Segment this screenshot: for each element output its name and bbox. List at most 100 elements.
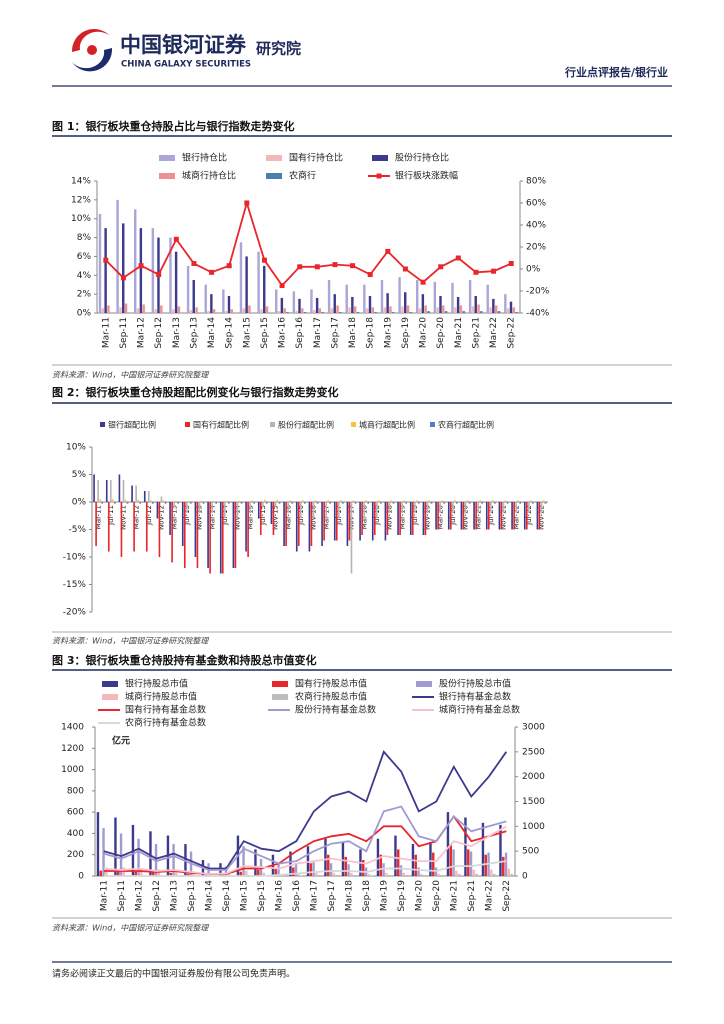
bar bbox=[519, 502, 521, 504]
bar bbox=[309, 863, 312, 876]
bar bbox=[480, 311, 483, 313]
y-tick-label: 14% bbox=[71, 177, 91, 187]
bar bbox=[409, 502, 412, 535]
bar bbox=[104, 228, 107, 313]
bar bbox=[196, 502, 199, 568]
bar bbox=[277, 311, 281, 313]
bar bbox=[120, 502, 123, 557]
legend-swatch bbox=[351, 422, 356, 427]
bar bbox=[399, 865, 403, 876]
y-tick-label: -5% bbox=[68, 525, 86, 535]
x-tick-label: Nov-20 bbox=[462, 505, 470, 530]
bar bbox=[240, 502, 243, 504]
bar bbox=[274, 868, 277, 876]
line-marker bbox=[244, 200, 250, 206]
bar bbox=[362, 860, 365, 876]
x-tick-label: Mar-13 bbox=[172, 317, 182, 348]
x-tick-label: Mar-21 bbox=[449, 880, 459, 911]
bar bbox=[399, 502, 401, 535]
bar bbox=[265, 306, 269, 313]
line-marker bbox=[438, 264, 444, 270]
bar bbox=[351, 296, 354, 313]
bar bbox=[101, 502, 103, 504]
y2-tick-label: 20% bbox=[526, 243, 546, 253]
line-marker bbox=[226, 263, 232, 269]
bar bbox=[190, 502, 192, 504]
bar bbox=[367, 502, 369, 504]
bar bbox=[511, 502, 513, 530]
bar bbox=[435, 502, 437, 530]
bar bbox=[169, 872, 172, 876]
x-tick-label: Mar-15 bbox=[246, 505, 254, 529]
x-tick-label: Mar-12 bbox=[132, 505, 140, 529]
bar bbox=[172, 844, 175, 876]
x-tick-label: Jul-21 bbox=[487, 505, 495, 526]
x-tick-label: Sep-11 bbox=[117, 880, 127, 912]
bar bbox=[515, 502, 517, 513]
x-tick-label: Sep-22 bbox=[507, 317, 517, 349]
y-tick-label: 2% bbox=[77, 290, 92, 300]
bar bbox=[451, 282, 454, 313]
bar bbox=[299, 502, 302, 519]
bar bbox=[124, 499, 127, 502]
y-tick-label: 1200 bbox=[61, 744, 84, 754]
bar bbox=[302, 500, 304, 502]
bar bbox=[147, 491, 150, 502]
bar bbox=[318, 308, 322, 313]
bar bbox=[107, 502, 110, 552]
bar bbox=[368, 296, 372, 313]
bar bbox=[112, 499, 114, 502]
legend-label: 股份行持仓比 bbox=[395, 152, 449, 164]
bar bbox=[464, 502, 467, 513]
bar bbox=[189, 310, 193, 313]
bar bbox=[198, 502, 201, 513]
x-tick-label: Sep-12 bbox=[154, 317, 164, 349]
legend-label: 城商行持有基金总数 bbox=[439, 704, 520, 716]
bar bbox=[405, 502, 407, 504]
bar bbox=[98, 214, 102, 313]
bar bbox=[348, 502, 351, 541]
x-tick-label: Mar-19 bbox=[398, 505, 406, 529]
x-tick-label: Mar-12 bbox=[137, 317, 147, 348]
bar bbox=[188, 500, 190, 502]
line-marker bbox=[332, 262, 338, 268]
bar bbox=[430, 502, 433, 504]
bar bbox=[416, 280, 419, 313]
bar bbox=[171, 502, 173, 563]
line-marker bbox=[455, 255, 461, 261]
bar bbox=[542, 500, 545, 502]
y-tick-label: 0 bbox=[78, 872, 84, 882]
bar bbox=[212, 309, 216, 313]
bar bbox=[371, 502, 374, 541]
bar bbox=[403, 500, 405, 502]
legend-swatch bbox=[159, 155, 175, 161]
bar bbox=[158, 502, 161, 557]
bar bbox=[475, 873, 478, 876]
line-marker bbox=[508, 261, 514, 266]
bar bbox=[277, 864, 280, 876]
bar bbox=[502, 502, 505, 513]
bar bbox=[432, 852, 435, 876]
bar bbox=[502, 856, 505, 876]
bar bbox=[345, 284, 348, 313]
bar bbox=[352, 500, 355, 502]
x-tick-label: Mar-12 bbox=[134, 880, 144, 911]
footer-note: 请务必阅读正文最后的中国银河证券股份有限公司免责声明。 bbox=[52, 968, 295, 980]
bar bbox=[477, 304, 480, 313]
x-tick-label: Sep-20 bbox=[432, 880, 442, 912]
bar bbox=[387, 874, 391, 876]
bar bbox=[492, 298, 495, 313]
bar bbox=[210, 294, 213, 313]
legend-swatch bbox=[185, 422, 190, 427]
bar bbox=[224, 311, 228, 313]
bar bbox=[494, 502, 496, 504]
bar bbox=[156, 502, 159, 519]
legend-swatch bbox=[430, 422, 435, 427]
bar bbox=[489, 307, 492, 313]
bar bbox=[456, 296, 460, 313]
x-tick-label: Mar-16 bbox=[278, 317, 288, 348]
bar bbox=[424, 305, 427, 313]
bar bbox=[303, 312, 307, 313]
bar bbox=[285, 502, 287, 546]
legend-swatch bbox=[270, 422, 275, 427]
